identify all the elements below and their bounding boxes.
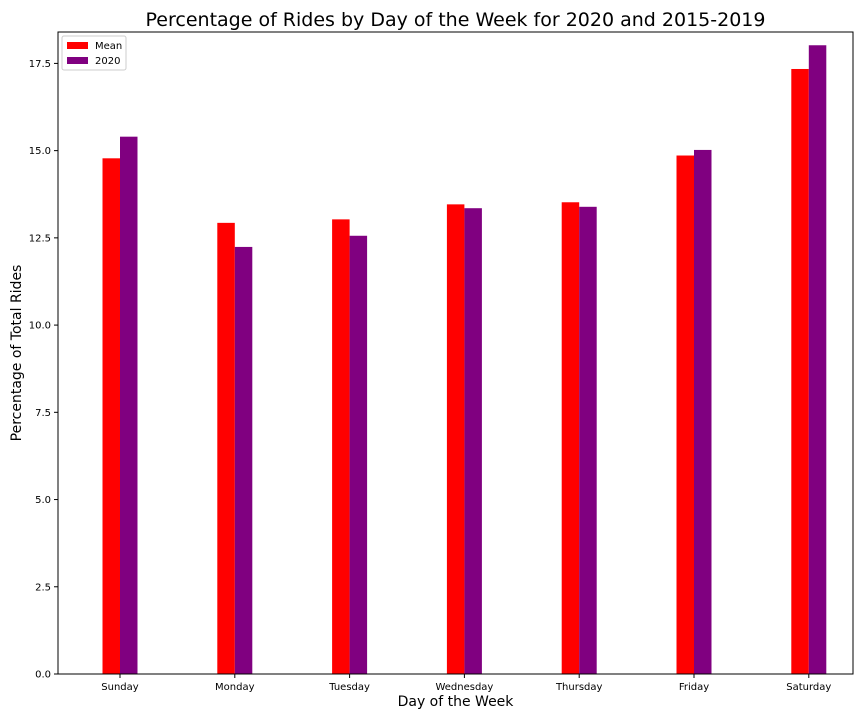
plot-frame [57, 31, 854, 675]
bar-mean-monday [217, 222, 235, 674]
x-tick-label-monday: Monday [215, 682, 255, 693]
bar-2020-wednesday [464, 208, 482, 674]
y-tick-label: 17.5 [29, 59, 51, 70]
bar-mean-sunday [102, 158, 120, 674]
x-tick-label-sunday: Sunday [101, 682, 138, 693]
bar-mean-friday [676, 155, 694, 675]
x-axis-label: Day of the Week [398, 694, 515, 710]
x-tick-label-wednesday: Wednesday [435, 682, 493, 693]
y-tick-label: 5.0 [35, 495, 51, 506]
bar-2020-saturday [808, 45, 827, 675]
y-tick-label: 0.0 [35, 670, 51, 681]
bar-mean-wednesday [446, 204, 465, 674]
bar-2020-tuesday [349, 235, 368, 675]
x-tick-label-thursday: Thursday [555, 682, 603, 693]
y-tick-label: 15.0 [29, 146, 51, 157]
x-tick-label-tuesday: Tuesday [328, 682, 370, 693]
y-tick-label: 2.5 [35, 582, 51, 593]
bar-2020-thursday [579, 206, 597, 675]
y-tick-label: 12.5 [29, 233, 51, 244]
legend-label-mean: Mean [95, 41, 122, 52]
y-axis-label: Percentage of Total Rides [9, 265, 25, 442]
x-tick-label-friday: Friday [679, 682, 709, 693]
legend-swatch-2020 [67, 57, 88, 64]
y-tick-label: 10.0 [29, 321, 51, 332]
y-tick-label: 7.5 [35, 408, 51, 419]
bar-mean-saturday [791, 68, 809, 674]
bar-mean-tuesday [332, 219, 350, 674]
bar-2020-friday [694, 149, 712, 674]
chart-title: Percentage of Rides by Day of the Week f… [146, 9, 766, 31]
legend: Mean 2020 [61, 35, 127, 71]
legend-swatch-mean [67, 42, 88, 49]
bar-2020-sunday [120, 136, 138, 674]
bar-mean-thursday [561, 202, 580, 674]
x-tick-label-saturday: Saturday [786, 682, 831, 693]
legend-label-2020: 2020 [95, 56, 120, 67]
bar-2020-monday [234, 246, 253, 675]
